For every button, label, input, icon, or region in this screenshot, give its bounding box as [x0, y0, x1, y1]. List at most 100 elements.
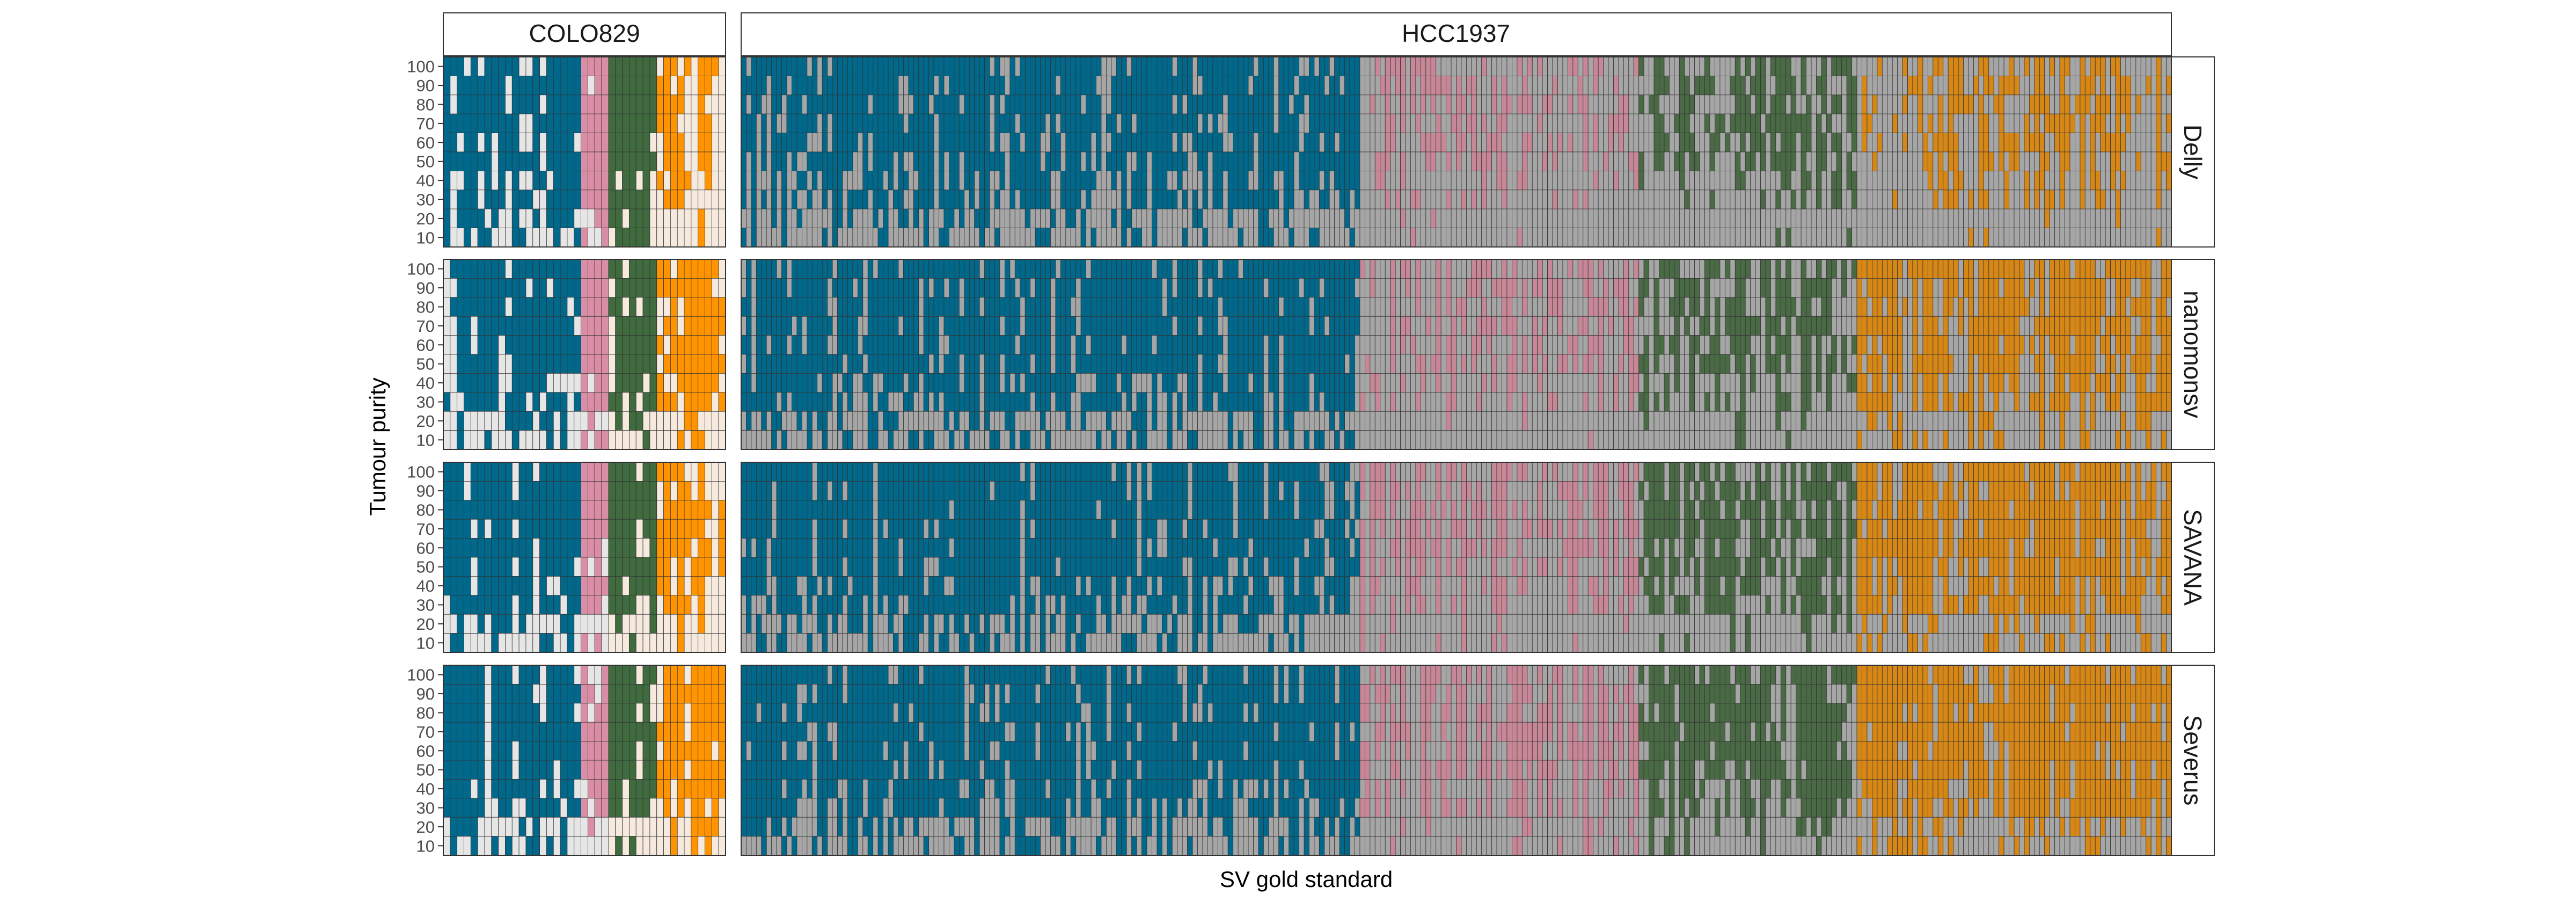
heatmap-cell — [984, 297, 990, 317]
heatmap-cell — [756, 94, 762, 114]
heatmap-cell — [1197, 354, 1203, 374]
heatmap-cell — [608, 56, 616, 76]
heatmap-cell — [822, 113, 828, 133]
heatmap-cell — [1370, 151, 1375, 171]
heatmap-cell — [1060, 56, 1066, 76]
heatmap-cell — [484, 335, 492, 355]
heatmap-cell — [898, 297, 904, 317]
heatmap-cell — [1953, 113, 1959, 133]
heatmap-cell — [1334, 94, 1340, 114]
heatmap-cell — [1390, 430, 1396, 450]
heatmap-cell — [1050, 94, 1056, 114]
heatmap-cell — [1233, 278, 1239, 298]
heatmap-cell — [883, 335, 889, 355]
heatmap-cell — [1628, 190, 1634, 209]
heatmap-cell — [698, 373, 705, 393]
heatmap-cell — [994, 75, 1000, 96]
heatmap-cell — [1157, 75, 1162, 96]
heatmap-cell — [1233, 133, 1239, 152]
heatmap-cell — [761, 190, 767, 209]
heatmap-cell — [1126, 392, 1132, 412]
heatmap-cell — [1020, 278, 1026, 298]
heatmap-cell — [1735, 56, 1741, 76]
heatmap-cell — [1014, 94, 1021, 114]
heatmap-cell — [1141, 208, 1147, 229]
heatmap-cell — [1136, 56, 1142, 76]
panel-delly-hcc1937 — [741, 56, 2172, 248]
heatmap-cell — [807, 170, 813, 191]
heatmap-cell — [1157, 411, 1162, 431]
heatmap-cell — [756, 208, 762, 229]
heatmap-cell — [1841, 190, 1847, 209]
heatmap-cell — [1907, 151, 1913, 171]
heatmap-cell — [1907, 228, 1913, 248]
heatmap-cell — [883, 75, 889, 96]
heatmap-cell — [1111, 297, 1117, 317]
heatmap-cell — [741, 411, 747, 431]
heatmap-cell — [802, 373, 808, 393]
heatmap-cell — [1583, 75, 1589, 96]
heatmap-cell — [1390, 354, 1396, 374]
heatmap-cell — [464, 392, 471, 412]
heatmap-cell — [893, 75, 899, 96]
heatmap-cell — [1253, 228, 1259, 248]
heatmap-cell — [608, 190, 616, 209]
heatmap-cell — [1091, 190, 1096, 209]
heatmap-cell — [1978, 113, 1984, 133]
heatmap-cell — [1086, 228, 1092, 248]
heatmap-cell — [994, 228, 1000, 248]
heatmap-cell — [1080, 411, 1087, 431]
heatmap-cell — [1669, 56, 1675, 76]
heatmap-cell — [628, 113, 636, 133]
heatmap-cell — [2080, 208, 2085, 229]
heatmap-cell — [601, 297, 609, 317]
heatmap-cell — [1263, 316, 1269, 336]
heatmap-cell — [999, 151, 1005, 171]
heatmap-cell — [746, 170, 752, 191]
heatmap-cell — [1918, 208, 1923, 229]
heatmap-cell — [1136, 430, 1142, 450]
heatmap-cell — [622, 94, 630, 114]
heatmap-cell — [1005, 133, 1011, 152]
heatmap-cell — [918, 75, 924, 96]
heatmap-cell — [1897, 94, 1903, 114]
heatmap-cell — [588, 133, 595, 152]
heatmap-cell — [457, 411, 464, 431]
heatmap-cell — [1334, 430, 1340, 450]
heatmap-cell — [1841, 113, 1847, 133]
heatmap-cell — [1785, 228, 1791, 248]
heatmap-cell — [1136, 297, 1142, 317]
heatmap-cell — [761, 278, 767, 298]
heatmap-cell — [1395, 335, 1401, 355]
heatmap-cell — [771, 354, 777, 374]
heatmap-cell — [567, 133, 575, 152]
heatmap-cell — [1547, 75, 1553, 96]
heatmap-cell — [1420, 208, 1426, 229]
heatmap-cell — [1988, 113, 1994, 133]
heatmap-cell — [1208, 208, 1213, 229]
heatmap-cell — [908, 278, 914, 298]
heatmap-cell — [567, 335, 575, 355]
heatmap-cell — [1258, 316, 1264, 336]
heatmap-cell — [1116, 411, 1122, 431]
heatmap-cell — [1374, 190, 1381, 209]
heatmap-cell — [877, 190, 884, 209]
heatmap-cell — [2156, 75, 2162, 96]
heatmap-cell — [1223, 373, 1228, 393]
heatmap-cell — [1568, 113, 1574, 133]
heatmap-cell — [802, 113, 808, 133]
heatmap-cell — [954, 354, 960, 374]
heatmap-cell — [705, 190, 712, 209]
heatmap-cell — [1649, 151, 1655, 171]
heatmap-cell — [1070, 259, 1077, 279]
heatmap-cell — [873, 335, 879, 355]
caller-strip-box — [2171, 259, 2215, 450]
heatmap-cell — [1268, 190, 1274, 209]
heatmap-cell — [1268, 208, 1274, 229]
heatmap-cell — [1476, 151, 1482, 171]
heatmap-cell — [741, 297, 747, 317]
heatmap-cell — [553, 151, 561, 171]
heatmap-cell — [635, 411, 643, 431]
heatmap-cell — [484, 151, 492, 171]
heatmap-cell — [873, 316, 879, 336]
